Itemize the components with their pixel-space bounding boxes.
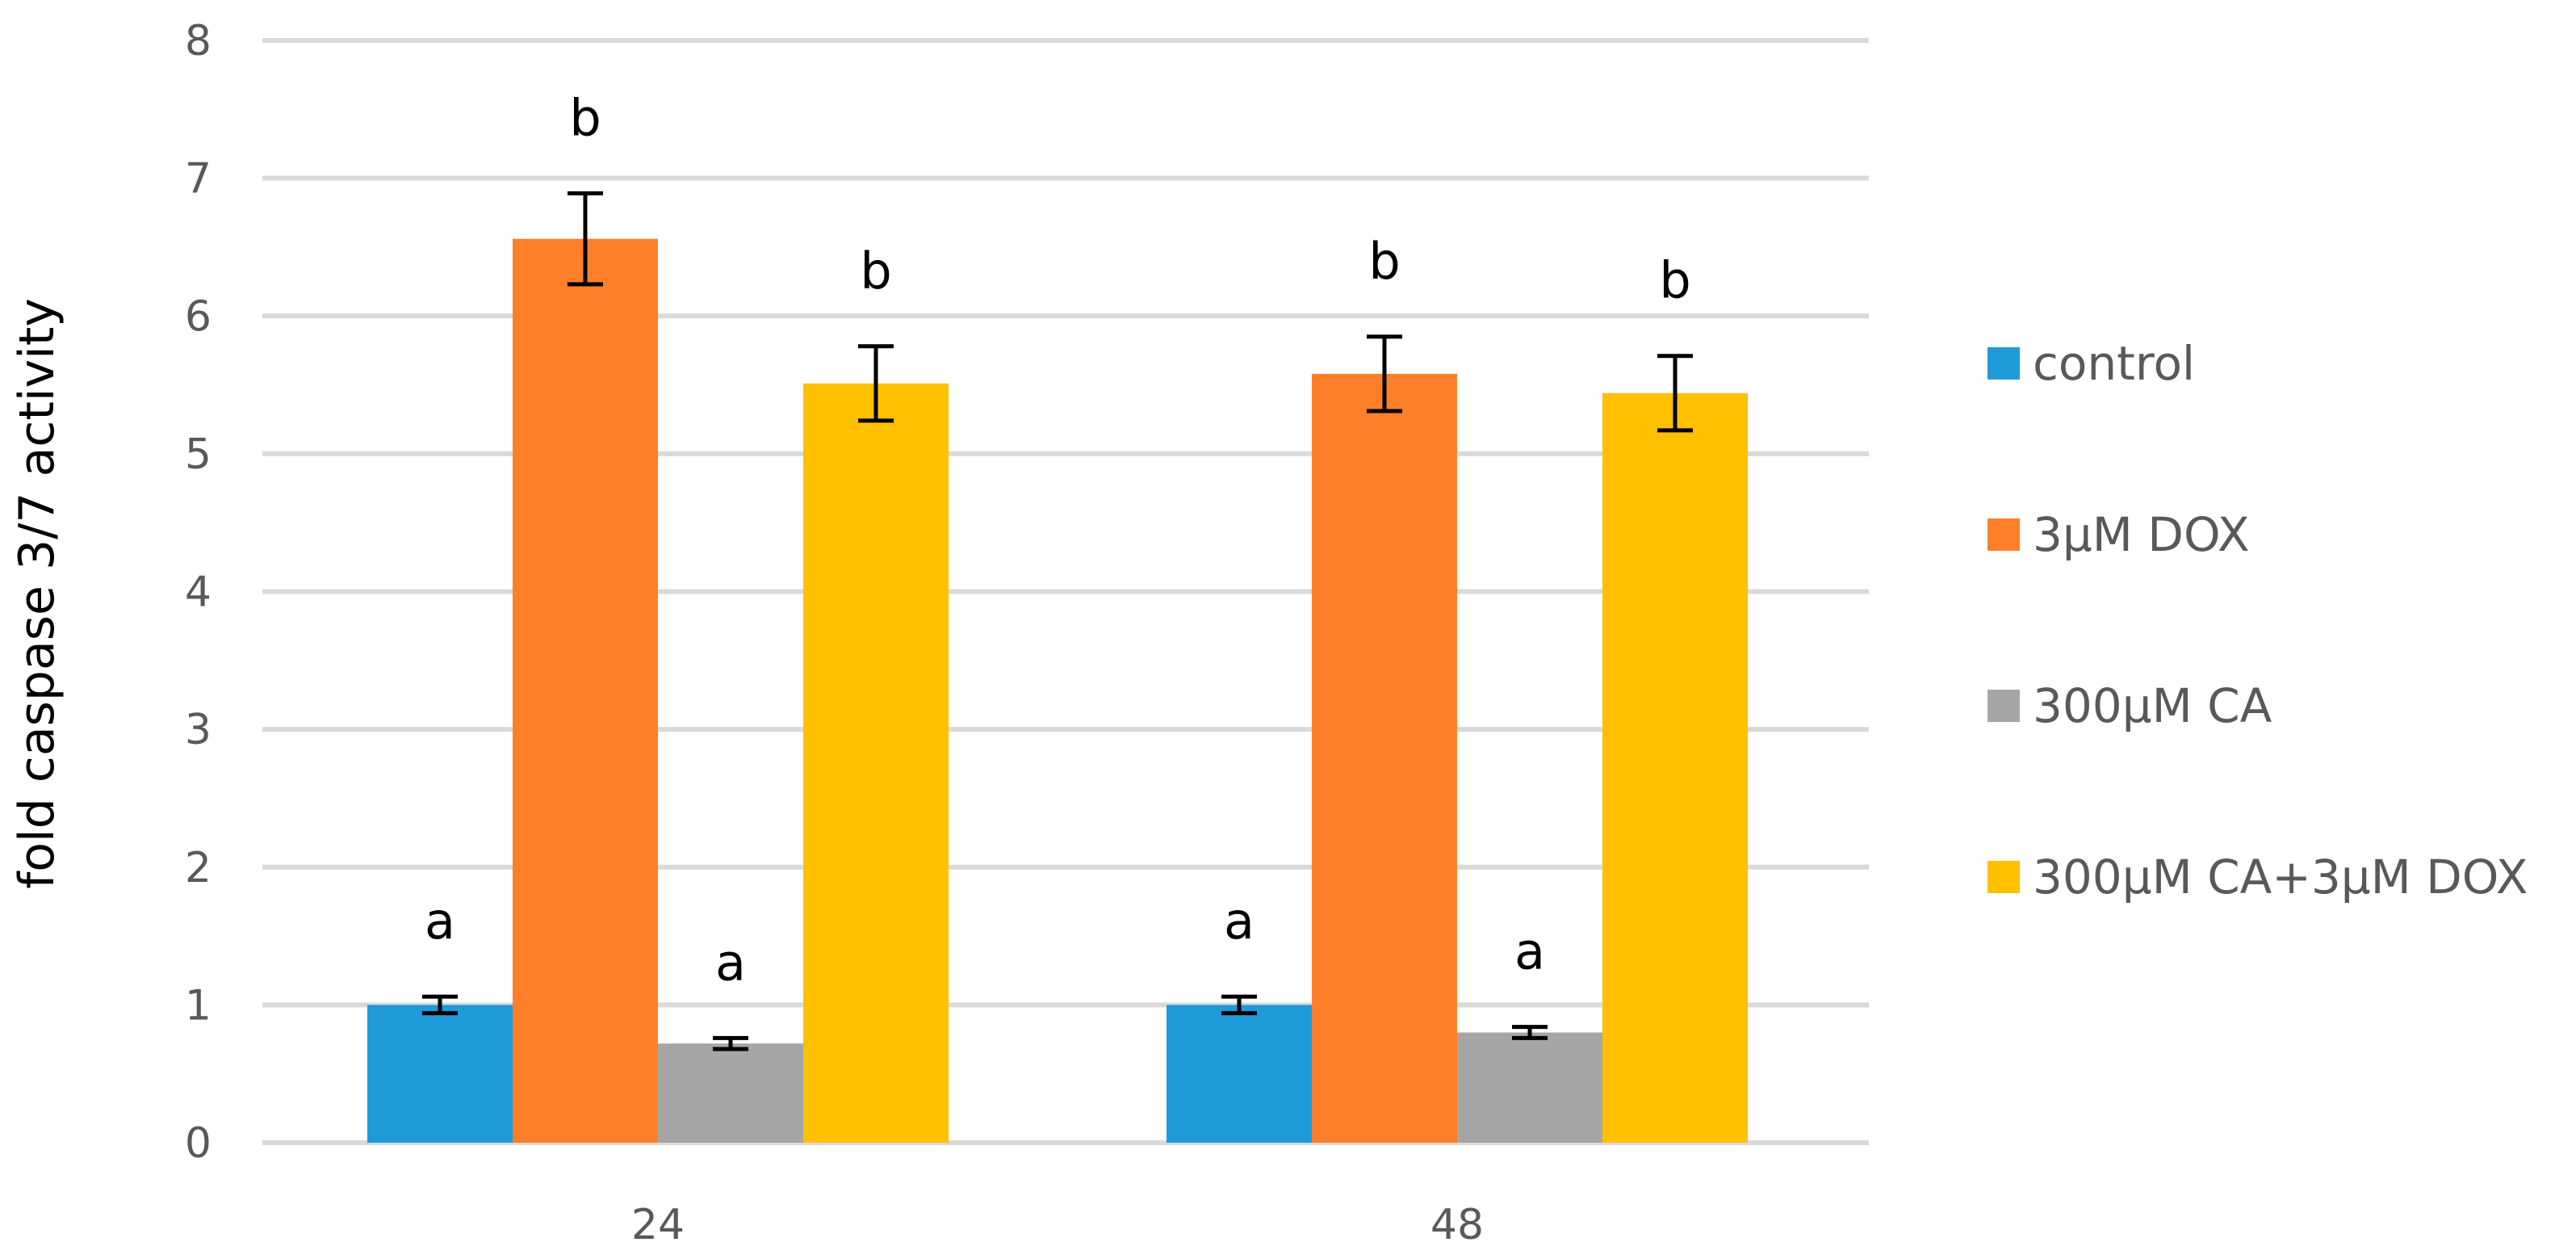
error-bar-24-series-0	[422, 994, 458, 1016]
y-tick-label: 8	[185, 17, 212, 65]
legend-swatch	[1987, 861, 2020, 893]
bar-24-series-0	[367, 1005, 513, 1143]
bar-48-series-0	[1167, 1005, 1312, 1143]
x-tick-label: 48	[1430, 1201, 1484, 1249]
legend-swatch	[1987, 690, 2020, 722]
error-bar-24-series-2	[713, 1035, 748, 1051]
significance-labels: a b a b a b a b	[425, 88, 1691, 992]
y-tick-label: 1	[185, 981, 212, 1030]
significance-label: b	[1659, 251, 1690, 310]
legend-label: control	[2033, 336, 2195, 391]
error-bar-48-series-0	[1221, 994, 1257, 1016]
error-bar-48-series-2	[1512, 1025, 1548, 1040]
legend-swatch	[1987, 347, 2020, 380]
y-tick-label: 7	[185, 155, 212, 204]
x-axis-ticks: 24 48	[631, 1201, 1484, 1249]
error-bar-48-series-3	[1657, 354, 1693, 433]
legend-label: 300μM CA	[2033, 678, 2272, 733]
error-bar-24-series-1	[568, 191, 603, 287]
bar-24-series-3	[803, 383, 949, 1143]
error-bar-48-series-1	[1367, 334, 1402, 413]
y-tick-label: 4	[185, 569, 212, 617]
y-tick-label: 5	[185, 430, 212, 479]
bar-48-series-3	[1602, 392, 1748, 1143]
significance-label: a	[715, 933, 746, 992]
legend-item: control	[1987, 336, 2195, 391]
legend-item: 3μM DOX	[1987, 507, 2250, 562]
bar-48-series-2	[1457, 1032, 1602, 1143]
significance-label: a	[1224, 892, 1254, 951]
bar-24-series-1	[513, 238, 658, 1144]
y-tick-label: 2	[185, 844, 212, 892]
significance-label: b	[569, 88, 601, 147]
legend-item: 300μM CA	[1987, 678, 2272, 733]
legend-item: 300μM CA+3μM DOX	[1987, 850, 2528, 904]
y-tick-label: 3	[185, 706, 212, 754]
legend-label: 3μM DOX	[2033, 507, 2250, 562]
bar-48-series-1	[1312, 373, 1457, 1144]
significance-label: b	[1368, 232, 1400, 291]
legend-label: 300μM CA+3μM DOX	[2033, 850, 2528, 904]
significance-label: a	[1514, 922, 1545, 981]
x-tick-label: 24	[631, 1201, 685, 1249]
significance-label: a	[425, 892, 455, 951]
y-axis-title: fold caspase 3/7 activity	[9, 298, 65, 889]
y-tick-label: 0	[185, 1119, 212, 1168]
bar-24-series-2	[658, 1043, 803, 1143]
error-bar-24-series-3	[858, 344, 894, 423]
y-tick-label: 6	[185, 292, 212, 341]
legend-swatch	[1987, 518, 2020, 551]
significance-label: b	[860, 241, 891, 300]
error-bars	[422, 191, 1693, 1051]
y-axis-ticks: 0 1 2 3 4 5 6 7 8	[185, 17, 212, 1168]
bars	[367, 238, 1748, 1144]
legend: control 3μM DOX 300μM CA 300μM CA+3μM DOX	[1987, 336, 2528, 904]
